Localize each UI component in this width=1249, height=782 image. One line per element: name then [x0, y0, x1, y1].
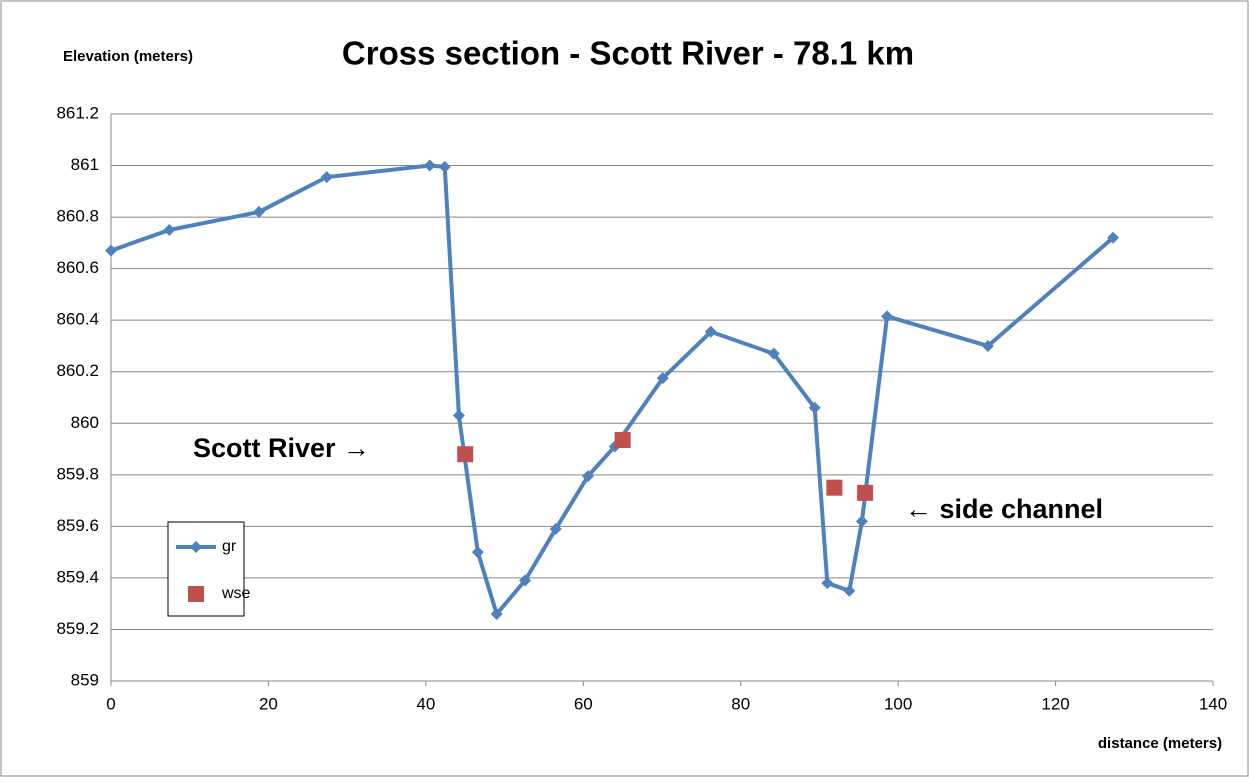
marker — [981, 339, 994, 352]
marker — [855, 515, 868, 528]
legend-box — [167, 521, 245, 617]
legend-marker — [190, 541, 202, 553]
x-tick-label: 120 — [1041, 694, 1069, 713]
legend-marker — [188, 586, 204, 602]
marker — [252, 205, 265, 218]
marker — [881, 310, 894, 323]
x-tick-label: 40 — [416, 694, 435, 713]
legend-label: wse — [221, 585, 251, 602]
marker — [423, 159, 436, 172]
annotation: Scott River → — [193, 433, 370, 463]
x-axis-label: distance (meters) — [1098, 735, 1222, 752]
y-tick-label: 859.6 — [56, 516, 99, 535]
y-tick-label: 859 — [71, 670, 99, 689]
marker — [490, 607, 503, 620]
chart-title: Cross section - Scott River - 78.1 km — [342, 35, 914, 72]
x-tick-label: 100 — [884, 694, 912, 713]
y-tick-label: 860.6 — [56, 258, 99, 277]
marker — [704, 325, 717, 338]
y-tick-label: 859.4 — [56, 567, 99, 586]
marker — [320, 171, 333, 184]
marker — [471, 546, 484, 559]
marker — [105, 244, 117, 257]
marker — [767, 347, 780, 360]
y-tick-label: 859.8 — [56, 464, 99, 483]
marker — [857, 484, 874, 501]
marker — [519, 574, 532, 587]
marker — [163, 223, 176, 236]
marker — [452, 409, 465, 422]
y-tick-label: 861.2 — [56, 103, 99, 122]
x-tick-label: 60 — [574, 694, 593, 713]
x-tick-label: 0 — [106, 694, 115, 713]
marker — [582, 470, 595, 483]
x-tick-label: 80 — [731, 694, 750, 713]
marker — [549, 522, 562, 535]
marker — [614, 432, 631, 449]
y-tick-label: 861 — [71, 155, 99, 174]
annotation: ← side channel — [905, 494, 1103, 524]
marker — [808, 401, 821, 414]
y-tick-label: 860.4 — [56, 310, 99, 329]
y-tick-label: 859.2 — [56, 619, 99, 638]
y-axis-label: Elevation (meters) — [63, 48, 193, 65]
marker — [457, 446, 474, 463]
y-tick-label: 860.2 — [56, 361, 99, 380]
marker — [438, 160, 451, 173]
marker — [826, 479, 843, 496]
marker — [843, 584, 856, 597]
marker — [1107, 231, 1120, 244]
y-tick-label: 860.8 — [56, 207, 99, 226]
y-tick-label: 860 — [71, 413, 99, 432]
marker — [821, 577, 834, 590]
x-tick-label: 140 — [1199, 694, 1227, 713]
legend-label: gr — [222, 538, 237, 555]
x-tick-label: 20 — [259, 694, 278, 713]
marker — [656, 372, 669, 385]
